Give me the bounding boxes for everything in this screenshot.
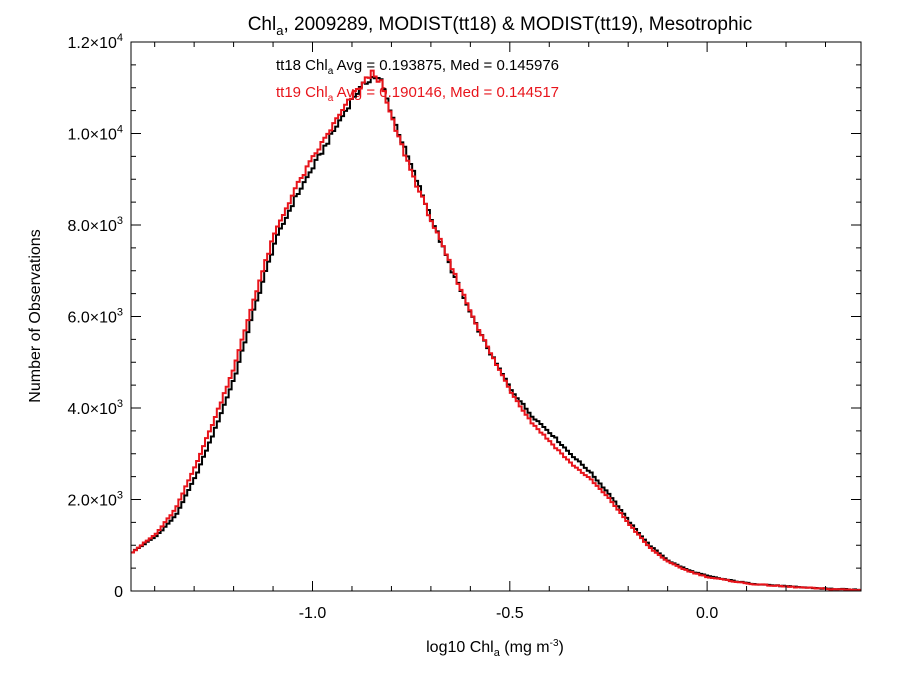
x-tick-label: -1.0 bbox=[299, 605, 327, 622]
series-tt19-line bbox=[131, 69, 861, 592]
chart-title: Chla, 2009289, MODIST(tt18) & MODIST(tt1… bbox=[248, 14, 753, 38]
y-tick-label: 4.0×103 bbox=[67, 398, 123, 418]
annotation-tt18: tt18 Chla Avg = 0.193875, Med = 0.145976 bbox=[276, 57, 559, 77]
y-tick-label: 1.2×104 bbox=[67, 32, 123, 52]
y-tick-label: 8.0×103 bbox=[67, 215, 123, 235]
y-tick-label: 0 bbox=[114, 584, 123, 601]
plot-frame bbox=[130, 41, 862, 592]
axes-layer: -1.0 -0.5 0.0 0 2.0×103 4.0×103 6.0×103 8.0×103… bbox=[67, 32, 861, 622]
y-tick-label: 2.0×103 bbox=[67, 490, 123, 510]
y-axis-label: Number of Observations bbox=[27, 229, 44, 402]
series-tt18-line bbox=[131, 75, 861, 592]
x-tick-label: 0.0 bbox=[696, 605, 718, 622]
y-tick-label: 1.0×104 bbox=[67, 124, 123, 144]
x-axis-label: log10 Chla (mg m-3) bbox=[426, 638, 564, 659]
y-tick-label: 6.0×103 bbox=[67, 307, 123, 327]
series-layer bbox=[131, 69, 861, 592]
x-tick-label: -0.5 bbox=[496, 605, 524, 622]
annotation-tt19: tt19 Chla Avg = 0.190146, Med = 0.144517 bbox=[276, 84, 559, 104]
